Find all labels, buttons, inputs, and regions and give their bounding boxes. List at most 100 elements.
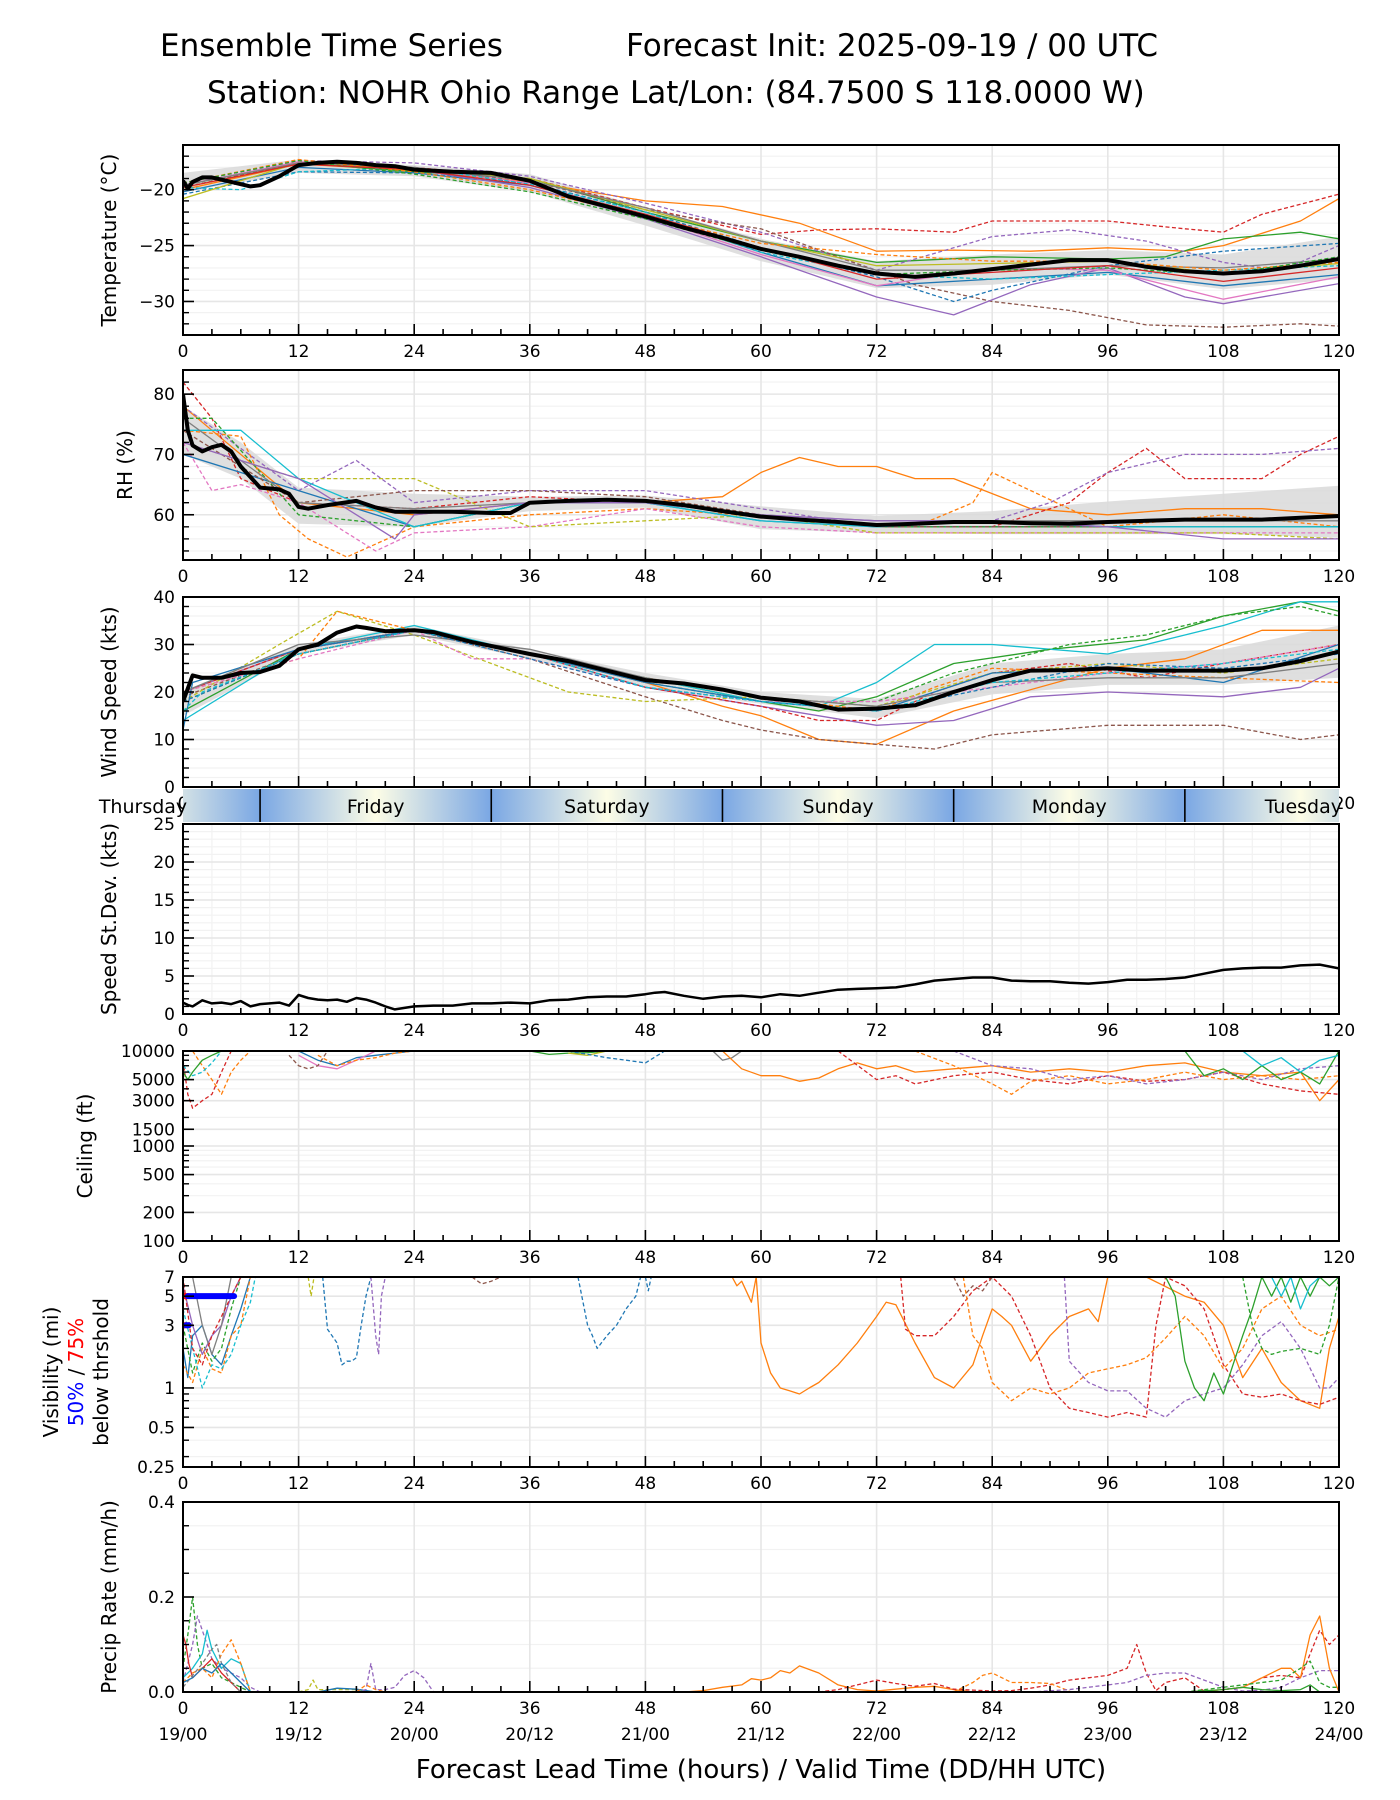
plot-area <box>183 601 1339 750</box>
ensemble-member-line <box>183 405 1339 528</box>
valid-time-label: 21/00 <box>621 1725 670 1745</box>
plot-area <box>183 1051 1339 1109</box>
ensemble-member-line <box>307 1277 315 1297</box>
x-tick-label: 36 <box>519 1699 541 1719</box>
ensemble-member-line <box>183 1596 251 1692</box>
x-tick-label: 72 <box>866 342 888 362</box>
plot-area <box>183 381 1339 558</box>
station-name: Station: NOHR Ohio Range <box>207 75 620 111</box>
y-tick-label: −20 <box>139 181 175 201</box>
ensemble-member-line <box>644 1277 652 1292</box>
y-tick-label: 80 <box>153 385 175 405</box>
valid-time-label: 20/00 <box>390 1725 439 1745</box>
x-tick-label: 60 <box>750 1021 772 1041</box>
x-tick-label: 108 <box>1207 1021 1239 1041</box>
y-tick-label: 200 <box>143 1203 175 1223</box>
day-segment <box>722 789 954 822</box>
ensemble-member-line <box>1063 1277 1339 1418</box>
valid-time-label: 22/00 <box>852 1725 901 1745</box>
x-tick-label: 120 <box>1323 342 1355 362</box>
ensemble-member-line <box>183 629 1339 712</box>
x-tick-label: 96 <box>1097 1248 1119 1268</box>
ensemble-member-line <box>317 1051 415 1067</box>
ensemble-member-line <box>183 429 1339 558</box>
y-axis-label: Ceiling (ft) <box>73 1094 97 1199</box>
x-tick-label: 108 <box>1207 1474 1239 1494</box>
x-tick-label: 96 <box>1097 1699 1119 1719</box>
x-tick-label: 72 <box>866 1474 888 1494</box>
x-tick-label: 12 <box>288 342 310 362</box>
x-tick-label: 84 <box>981 1474 1003 1494</box>
y-tick-label: 1 <box>164 1379 175 1399</box>
y-axis-label: Visibility (mi) <box>39 1307 63 1438</box>
ensemble-mean-line <box>183 393 1339 527</box>
spread-band <box>183 159 1339 290</box>
ensemble-member-line <box>183 1643 242 1692</box>
x-tick-label: 96 <box>1097 342 1119 362</box>
day-label: Friday <box>347 796 405 818</box>
x-tick-label: 48 <box>635 1474 657 1494</box>
forecast-init: Forecast Init: 2025-09-19 / 00 UTC <box>626 28 1158 64</box>
y-tick-label: 0 <box>164 1005 175 1025</box>
x-tick-label: 72 <box>866 1248 888 1268</box>
ensemble-member-line <box>1184 1684 1339 1692</box>
ensemble-member-line <box>183 1051 222 1081</box>
y-tick-label: 5 <box>164 1287 175 1307</box>
ensemble-member-line <box>722 1051 1339 1102</box>
x-tick-label: 48 <box>635 567 657 587</box>
x-tick-label: 36 <box>519 1248 541 1268</box>
panel-wind-speed: 01224364860728496108120010203040Wind Spe… <box>97 588 1355 814</box>
panel-visibility: 0 12 24 36 48 60 72 84 96 108 120 0.25 0.5 1 3 57 Visibi… <box>39 1268 1355 1494</box>
x-tick-label: 72 <box>866 1699 888 1719</box>
y-tick-label: 10 <box>153 929 175 949</box>
panel-temperature: 0 12 24 36 48 60 72 84 96 108 120 −30 −25 −20 Temperat… <box>97 144 1355 362</box>
x-tick-label: 60 <box>750 1699 772 1719</box>
ensemble-member-line <box>183 159 1339 276</box>
ensemble-member-line <box>900 1277 1339 1418</box>
y-tick-label: 0.25 <box>137 1458 175 1478</box>
x-tick-label: 120 <box>1323 567 1355 587</box>
ensemble-member-line <box>356 1662 444 1692</box>
day-segment <box>491 789 723 822</box>
valid-time-label: 21/12 <box>737 1725 786 1745</box>
x-tick-label: 24 <box>403 1474 425 1494</box>
ensemble-member-line <box>183 1615 261 1692</box>
y-tick-label: −30 <box>139 292 175 312</box>
x-tick-label: 120 <box>1323 1474 1355 1494</box>
ensemble-member-line <box>471 1277 502 1285</box>
ensemble-member-line <box>183 442 1339 552</box>
y-tick-label: 0.5 <box>148 1418 175 1438</box>
ensemble-member-line <box>712 1051 743 1061</box>
valid-time-label: 23/12 <box>1199 1725 1248 1745</box>
day-label: Monday <box>1032 796 1107 818</box>
x-tick-label: 0 <box>178 1474 189 1494</box>
ensemble-member-line <box>322 1277 372 1366</box>
ensemble-member-line <box>731 1277 1339 1409</box>
ensemble-member-line <box>183 162 1339 236</box>
day-segment <box>260 789 492 822</box>
y-tick-label: 15 <box>153 891 175 911</box>
y-axis-label: Speed St.Dev. (kts) <box>97 823 121 1015</box>
x-tick-label: 0 <box>178 1021 189 1041</box>
x-tick-label: 24 <box>403 567 425 587</box>
x-tick-label: 12 <box>288 1699 310 1719</box>
stdev-line <box>183 963 1339 1011</box>
y-tick-label: 10 <box>153 731 175 751</box>
x-tick-label: 120 <box>1323 1248 1355 1268</box>
x-tick-label: 72 <box>866 567 888 587</box>
ensemble-member-line <box>1184 1660 1339 1692</box>
plot-area <box>183 1596 1339 1692</box>
x-tick-label: 120 <box>1323 1699 1355 1719</box>
x-tick-label: 12 <box>288 1021 310 1041</box>
x-tick-label: 12 <box>288 1248 310 1268</box>
x-axis-label: Forecast Lead Time (hours) / Valid Time … <box>416 1755 1106 1785</box>
ensemble-mean-line <box>183 624 1339 712</box>
y-tick-label: 500 <box>143 1166 175 1186</box>
day-band: Thursday Friday Saturday Sunday Monday Tuesda… <box>98 789 1342 822</box>
y-tick-label: 3000 <box>132 1092 175 1112</box>
ensemble-member-line <box>183 1277 242 1374</box>
label-part: 75% <box>64 1318 88 1362</box>
y-axis-label: Temperature (°C) <box>97 154 121 328</box>
x-tick-label: 108 <box>1207 567 1239 587</box>
x-tick-label: 48 <box>635 1021 657 1041</box>
